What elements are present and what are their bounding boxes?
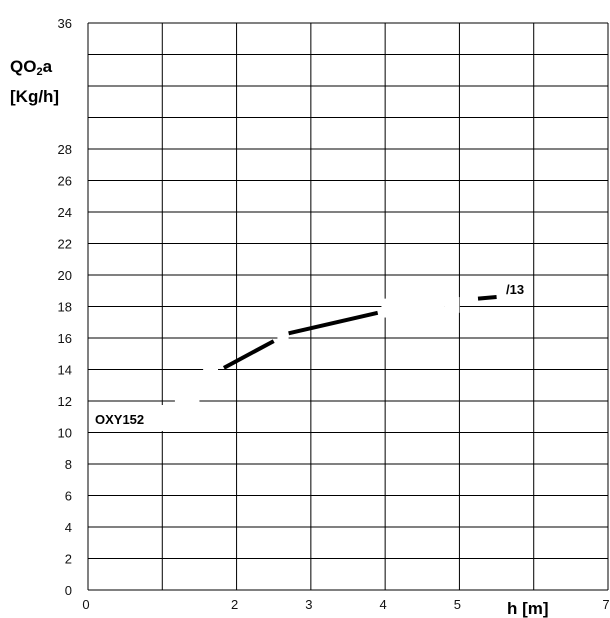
y-tick-label: 20 [58, 268, 72, 283]
curve-gap-3 [381, 298, 445, 318]
series-label-background [91, 405, 171, 431]
y-tick-label: 18 [58, 300, 72, 315]
y-tick-label: 8 [65, 457, 72, 472]
y-tick-label: 22 [58, 237, 72, 252]
y-axis-title: QO2a [10, 57, 53, 78]
y-axis-unit: [Kg/h] [10, 87, 59, 106]
y-tick-label: 10 [58, 426, 72, 441]
curve-layer [222, 295, 497, 370]
y-axis-title-main: QO [10, 57, 36, 76]
y-tick-label: 2 [65, 552, 72, 567]
y-tick-label: 14 [58, 363, 72, 378]
x-tick-labels: 0 2 3 4 5 7 [82, 597, 609, 612]
curve-gap-0 [174, 393, 200, 409]
y-axis-title-subscript: 2 [36, 66, 42, 78]
curve-gap-4 [444, 297, 460, 313]
y-tick-label: 0 [65, 583, 72, 598]
series-label-13: /13 [506, 282, 524, 297]
y-tick-label: 12 [58, 394, 72, 409]
series-label-oxy152: OXY152 [95, 412, 144, 427]
x-tick-label: 7 [602, 597, 609, 612]
y-tick-label: 6 [65, 489, 72, 504]
series-0-segment-0 [222, 339, 275, 370]
x-tick-label: 3 [305, 597, 312, 612]
x-tick-label: 2 [231, 597, 238, 612]
curve-gap-2 [277, 331, 289, 343]
y-tick-label: 24 [58, 205, 72, 220]
y-tick-label: 16 [58, 331, 72, 346]
curve-gap-1 [203, 361, 218, 376]
x-tick-label: 4 [380, 597, 387, 612]
x-axis-title: h [m] [507, 599, 549, 618]
y-axis-title-suffix: a [43, 57, 53, 76]
series-0-segment-2 [477, 295, 497, 301]
y-tick-label: 4 [65, 520, 72, 535]
y-tick-label: 28 [58, 142, 72, 157]
series-0-segment-1 [288, 310, 379, 336]
x-tick-label: 0 [82, 597, 89, 612]
y-tick-label: 26 [58, 174, 72, 189]
chart-grid [87, 22, 609, 591]
x-tick-label: 5 [454, 597, 461, 612]
y-tick-label: 36 [58, 16, 72, 31]
